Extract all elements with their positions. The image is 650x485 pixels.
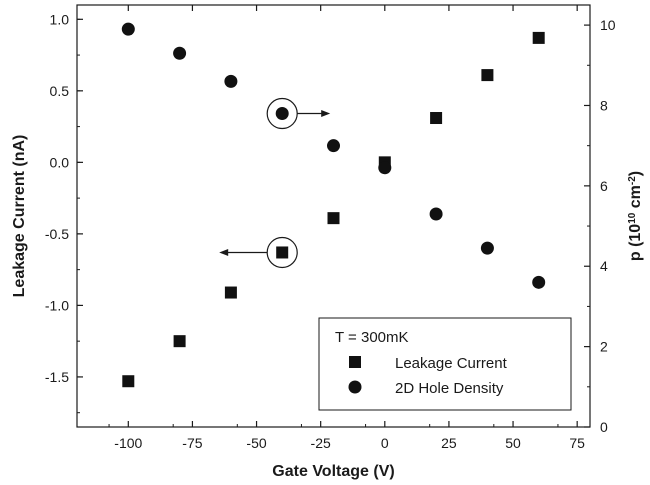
x-tick-label: 50 (505, 435, 521, 451)
right-y-tick-label: 6 (600, 178, 608, 194)
hole-density-point (480, 241, 494, 255)
plot-frame (76, 4, 591, 428)
x-tick-label: -50 (246, 435, 266, 451)
annotations (219, 97, 331, 269)
x-tick-label: 0 (381, 435, 389, 451)
legend-title: T = 300mK (335, 329, 409, 346)
right-y-axis-title: p (1010 cm-2) (627, 171, 645, 261)
leakage-current-point (122, 375, 135, 388)
left-y-tick-label: 0.5 (50, 83, 70, 99)
hole-density-point (224, 74, 238, 88)
legend-marker-square (349, 356, 361, 368)
leakage-current-point (173, 335, 186, 348)
x-tick-label: 25 (441, 435, 457, 451)
right-y-axis-title-main: p (10 (627, 224, 644, 261)
hole-density-point (429, 207, 443, 221)
hole-density-point (532, 275, 546, 289)
hole-density-point (378, 161, 392, 175)
hole-density-point (275, 107, 289, 121)
legend-label-leakage-current: Leakage Current (395, 355, 508, 372)
x-tick-label: -100 (114, 435, 142, 451)
hole-density-point (327, 139, 340, 153)
left-y-tick-label: -1.0 (45, 297, 69, 313)
right-y-tick-label: 10 (600, 17, 616, 33)
legend-label-2d-hole-density: 2D Hole Density (395, 380, 504, 397)
leakage-current-point (532, 31, 545, 44)
leakage-current-point (481, 69, 494, 82)
hole-density-point (173, 46, 187, 60)
left-y-tick-label: -1.5 (45, 369, 69, 385)
left-y-tick-label: 1.0 (50, 11, 70, 27)
axis-ticks: -100 -75 -50 -25 0 25 50 75 1.0 0.5 0.0 -0.5 -1.0 -1.… (45, 5, 616, 451)
hole-density-point (121, 22, 135, 36)
leakage-current-point (430, 112, 443, 125)
x-axis-title: Gate Voltage (V) (272, 463, 394, 480)
right-y-tick-label: 8 (600, 97, 608, 113)
arrow-left-icon (219, 248, 229, 256)
left-y-tick-label: 0.0 (50, 154, 70, 170)
legend-marker-circle (348, 380, 362, 394)
right-y-axis-title-end: ) (627, 171, 644, 176)
right-y-tick-label: 2 (600, 339, 608, 355)
right-y-axis-title-sup1: 10 (627, 212, 638, 224)
right-y-tick-label: 0 (600, 419, 608, 435)
right-y-axis-title-sup2: -2 (627, 176, 638, 185)
leakage-current-point (327, 212, 340, 225)
legend: T = 300mK Leakage Current 2D Hole Densit… (318, 317, 572, 411)
leakage-current-point (224, 286, 237, 299)
left-y-axis-title: Leakage Current (nA) (11, 135, 28, 298)
leakage-current-point (276, 246, 289, 259)
x-tick-label: -75 (182, 435, 202, 451)
data-marks (121, 22, 546, 388)
x-tick-label: -25 (311, 435, 331, 451)
x-tick-label: 75 (569, 435, 585, 451)
right-y-axis-title-mid: cm (627, 185, 644, 213)
left-y-tick-label: -0.5 (45, 226, 69, 242)
arrow-right-icon (321, 110, 331, 118)
right-y-tick-label: 4 (600, 258, 608, 274)
